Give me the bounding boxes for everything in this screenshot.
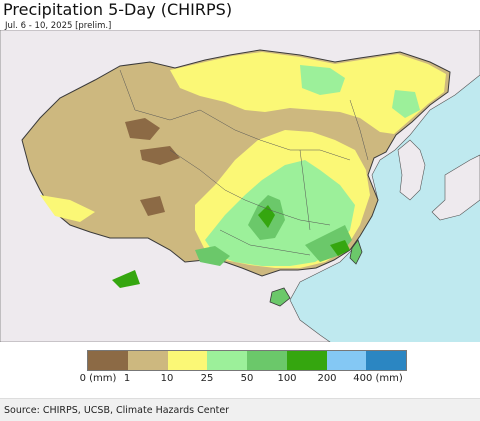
legend-label: 25 bbox=[200, 373, 214, 384]
source-credit: Source: CHIRPS, UCSB, Climate Hazards Ce… bbox=[4, 405, 230, 416]
tibet-dry-spot-3 bbox=[140, 196, 165, 216]
legend-colorbar bbox=[87, 350, 407, 371]
legend-label: 10 bbox=[160, 373, 174, 384]
coast-heavy-rain bbox=[330, 240, 350, 256]
map-title: Precipitation 5-Day (CHIRPS) bbox=[3, 0, 233, 19]
legend-label: 100 bbox=[277, 373, 297, 384]
legend-swatch-100-200 bbox=[286, 351, 327, 370]
legend-swatch-25-50 bbox=[207, 351, 247, 370]
korea-land bbox=[397, 139, 426, 201]
legend-label: 50 bbox=[240, 373, 254, 384]
legend-label: 1 bbox=[123, 373, 131, 384]
legend-swatch-50-100 bbox=[247, 351, 287, 370]
west-yellow-patch bbox=[40, 195, 95, 222]
precipitation-map bbox=[0, 30, 480, 342]
tibet-dry-spot-2 bbox=[140, 146, 180, 165]
legend-swatch-1-10 bbox=[127, 351, 168, 370]
south-border-wet bbox=[195, 246, 230, 266]
myanmar-wet-spot bbox=[112, 270, 140, 288]
legend-swatch-400-plus bbox=[366, 351, 406, 370]
map-subtitle: Jul. 6 - 10, 2025 [prelim.] bbox=[5, 21, 112, 31]
northeast-green-patch bbox=[300, 65, 345, 95]
source-footer: Source: CHIRPS, UCSB, Climate Hazards Ce… bbox=[0, 398, 480, 421]
legend-label: 0 (mm) bbox=[79, 373, 117, 384]
hainan-island bbox=[269, 287, 291, 307]
legend-label: 400 (mm) bbox=[353, 373, 403, 384]
heavy-rain-core bbox=[258, 205, 275, 228]
northeast-green-patch-2 bbox=[392, 90, 420, 118]
legend-labels: 0 (mm) 1 10 25 50 100 200 400 (mm) bbox=[0, 373, 480, 387]
legend-swatch-200-400 bbox=[326, 351, 367, 370]
legend-swatch-0-1 bbox=[88, 351, 128, 370]
legend-swatch-10-25 bbox=[167, 351, 208, 370]
legend-label: 200 bbox=[317, 373, 337, 384]
japan-land bbox=[431, 154, 480, 221]
tibet-dry-spot bbox=[125, 118, 160, 140]
north-wet-band bbox=[170, 52, 446, 134]
taiwan-island bbox=[349, 239, 363, 265]
